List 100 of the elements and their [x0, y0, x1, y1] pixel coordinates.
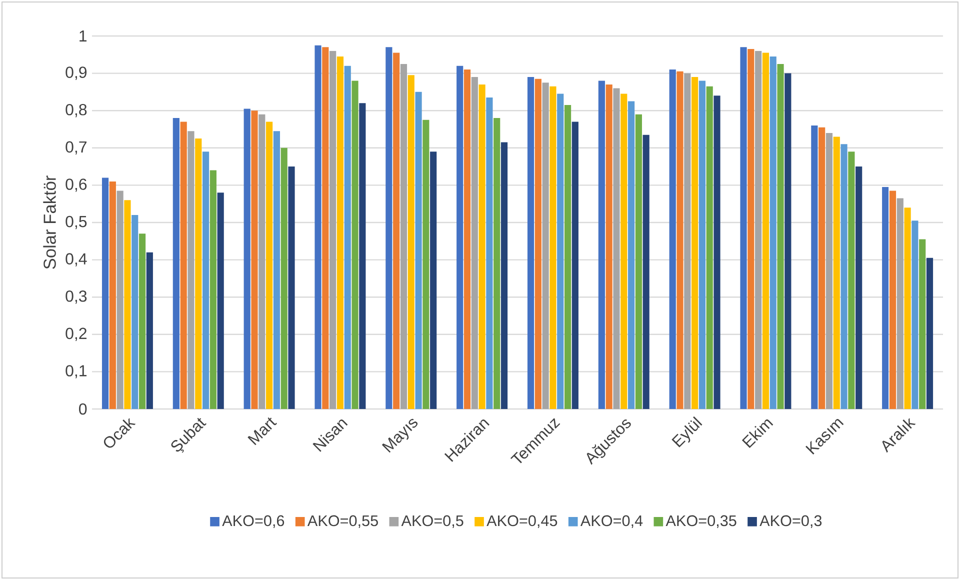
bar	[557, 94, 564, 409]
bar	[762, 52, 770, 409]
bar	[210, 170, 216, 409]
bar	[572, 122, 578, 409]
bar	[217, 192, 224, 409]
bar	[840, 144, 848, 409]
bar	[926, 258, 934, 409]
bar	[620, 94, 628, 409]
bar	[400, 64, 408, 409]
bar	[202, 152, 210, 409]
y-tick-label: 0,1	[66, 365, 87, 378]
bar	[770, 56, 776, 409]
bar	[422, 120, 430, 409]
bar	[408, 75, 414, 409]
bar	[698, 80, 706, 409]
bar	[676, 71, 684, 409]
y-tick-label: 0,7	[66, 141, 86, 154]
bar	[628, 101, 635, 409]
bar	[606, 84, 612, 409]
bar	[188, 131, 194, 409]
legend-label: AKO=0,4	[580, 515, 643, 528]
y-tick-label: 0,4	[66, 253, 87, 266]
bar	[314, 45, 322, 409]
bar	[288, 166, 295, 409]
bar	[494, 118, 500, 409]
bar	[124, 200, 131, 409]
legend-label: AKO=0,6	[222, 515, 284, 528]
legend-label: AKO=0,3	[760, 515, 822, 528]
y-axis-title: Solar Faktör	[43, 176, 56, 269]
bar	[564, 104, 572, 409]
bar	[102, 178, 109, 409]
bar	[613, 88, 620, 409]
bar	[456, 66, 464, 409]
legend-label: AKO=0,5	[401, 515, 464, 528]
bar	[471, 77, 478, 409]
bar	[706, 86, 713, 409]
y-tick-label: 0,6	[66, 178, 87, 192]
bar	[430, 152, 437, 409]
bar	[386, 47, 392, 409]
bar	[280, 148, 288, 409]
bar	[642, 134, 650, 409]
bar	[833, 136, 840, 409]
bar	[755, 50, 762, 409]
y-tick-label: 0,8	[66, 104, 87, 118]
bar	[266, 122, 273, 409]
bar	[534, 78, 542, 409]
bar	[542, 82, 549, 409]
bar	[896, 198, 904, 409]
bar	[415, 92, 422, 409]
bar	[784, 73, 792, 409]
bar	[336, 56, 344, 409]
bar	[714, 96, 720, 409]
bar	[856, 166, 862, 409]
bar	[889, 190, 896, 409]
bar	[180, 122, 187, 409]
bar	[669, 70, 676, 409]
bar	[258, 114, 266, 409]
legend-label: AKO=0,45	[486, 515, 558, 528]
bar	[478, 84, 486, 409]
bar	[344, 66, 351, 409]
bar	[322, 47, 329, 409]
bar	[777, 64, 784, 409]
bar	[132, 215, 138, 409]
bar	[818, 127, 826, 409]
bar	[172, 118, 180, 409]
bar	[109, 181, 116, 409]
bar	[273, 131, 280, 409]
bar	[912, 220, 918, 409]
bar	[691, 77, 698, 409]
bar	[330, 50, 336, 409]
bar	[486, 98, 493, 409]
y-tick-label: 0,9	[66, 66, 87, 80]
bar	[527, 77, 534, 409]
bar	[500, 142, 508, 409]
bar	[811, 126, 818, 409]
bar	[740, 47, 747, 409]
legend-label: AKO=0,55	[307, 515, 378, 528]
bar	[550, 86, 556, 409]
bar	[684, 73, 691, 409]
bar	[635, 114, 642, 409]
bar	[251, 110, 258, 409]
bar	[146, 252, 153, 409]
bar	[352, 80, 358, 409]
bar	[919, 239, 926, 409]
bar	[598, 80, 605, 409]
y-tick-label: 0,2	[66, 328, 86, 341]
bar	[748, 49, 754, 409]
text: 0	[79, 403, 87, 415]
bar	[464, 70, 471, 409]
bar	[359, 103, 366, 409]
bar	[882, 187, 889, 409]
bar	[848, 152, 855, 409]
legend-label: AKO=0,35	[666, 515, 736, 528]
bar	[244, 108, 250, 409]
bar	[393, 52, 400, 409]
bar	[826, 132, 833, 409]
y-tick-label: 0,5	[66, 216, 87, 230]
bar	[195, 138, 202, 409]
y-tick-label: 1	[80, 30, 87, 42]
y-tick-label: 0,3	[66, 290, 87, 304]
